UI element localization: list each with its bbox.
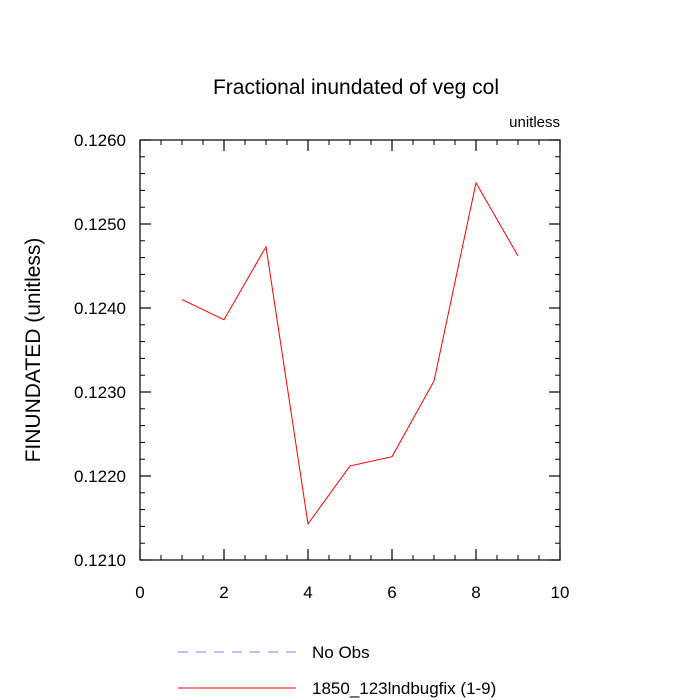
y-tick-label: 0.1230 <box>74 383 126 402</box>
y-tick-label: 0.1220 <box>74 467 126 486</box>
y-tick-label: 0.1240 <box>74 299 126 318</box>
plot-frame <box>139 139 561 561</box>
y-tick-label: 0.1210 <box>74 551 126 570</box>
legend-label: No Obs <box>312 643 370 662</box>
x-tick-label: 2 <box>219 583 228 602</box>
axis-tick-labels: 0 2 4 6 8 10 0.1210 0.1220 0.1230 0.1240 0.1250 0.1… <box>74 131 569 602</box>
x-tick-label: 6 <box>387 583 396 602</box>
series-line <box>181 181 519 526</box>
x-tick-label: 4 <box>303 583 312 602</box>
y-axis-label: FINUNDATED (unitless) <box>22 238 45 463</box>
x-tick-label: 0 <box>135 583 144 602</box>
legend-label: 1850_123lndbugfix (1-9) <box>312 679 496 698</box>
y-tick-label: 0.1260 <box>74 131 126 150</box>
y-tick-label: 0.1250 <box>74 215 126 234</box>
x-tick-label: 8 <box>471 583 480 602</box>
series-lines <box>181 181 519 526</box>
units-label: unitless <box>509 114 560 131</box>
legend: No Obs 1850_123lndbugfix (1-9) <box>178 643 496 698</box>
axis-ticks <box>139 139 561 561</box>
chart-title: Fractional inundated of veg col <box>213 76 499 99</box>
x-tick-label: 10 <box>551 583 570 602</box>
